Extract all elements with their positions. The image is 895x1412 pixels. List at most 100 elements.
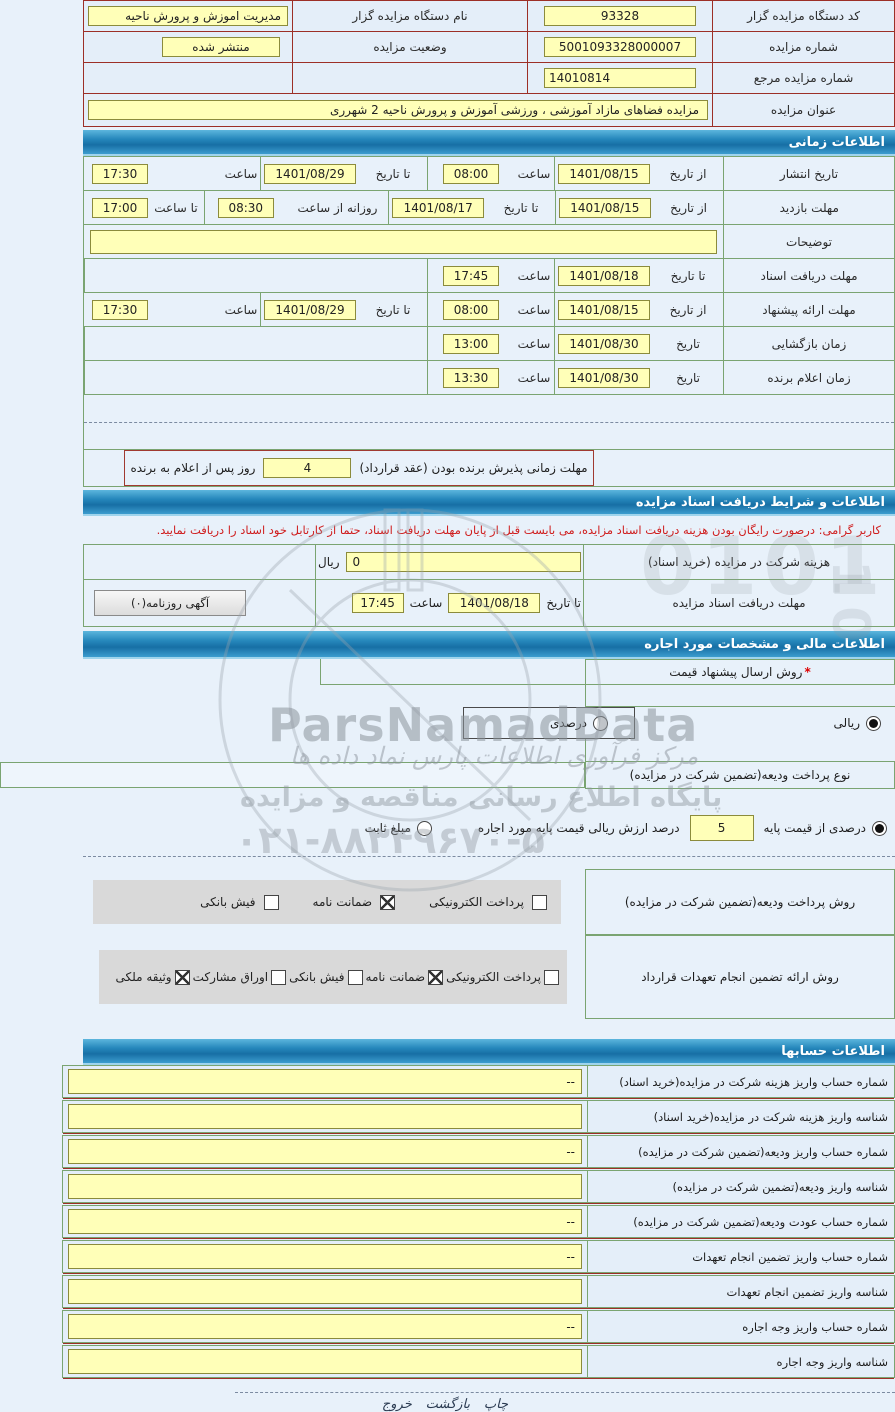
offer-to-date-cell: 1401/08/29 <box>260 293 359 326</box>
publish-to-time-field[interactable]: 17:30 <box>92 163 148 184</box>
account-field[interactable]: -- <box>68 1314 582 1339</box>
section-header-docs: اطلاعات و شرایط دریافت اسناد مزایده <box>83 490 895 516</box>
offer-from-date-field[interactable]: 1401/08/15 <box>558 299 650 320</box>
account-field[interactable] <box>68 1174 582 1199</box>
guarantee-letter-checkbox[interactable] <box>428 969 444 985</box>
electronic-payment-checkbox[interactable] <box>544 969 559 985</box>
ref-no-field[interactable]: 14010814 <box>544 68 696 88</box>
exit-link[interactable]: خروج <box>381 1397 412 1412</box>
rial-radio[interactable] <box>866 715 881 731</box>
percent-label: درصدی <box>549 716 587 730</box>
from-date-label: از تاریخ <box>669 166 707 181</box>
visit-to-date-field[interactable]: 1401/08/17 <box>392 197 485 218</box>
publish-from-date-field[interactable]: 1401/08/15 <box>558 163 650 184</box>
fixed-amount-radio[interactable] <box>416 820 432 836</box>
newspaper-ad-button[interactable]: آگهی روزنامه(۰) <box>94 590 246 616</box>
to-date-label: تا تاریخ <box>546 596 581 610</box>
doc-receive-label: مهلت دریافت اسناد <box>723 259 894 292</box>
spacer-row <box>83 685 895 707</box>
account-field[interactable]: -- <box>68 1244 582 1269</box>
offer-to-time-field[interactable]: 17:30 <box>92 299 148 320</box>
property-collateral-checkbox[interactable] <box>174 969 190 985</box>
offer-from-time-field[interactable]: 08:00 <box>443 299 499 320</box>
participation-bonds-checkbox[interactable] <box>271 969 287 985</box>
doc-receive-date-field[interactable]: 1401/08/18 <box>558 265 650 286</box>
rial-option[interactable]: ریالی <box>727 715 895 731</box>
base-percent-radio[interactable] <box>872 820 887 836</box>
winner-time-field[interactable]: 13:30 <box>443 367 499 388</box>
doc-receive-time-field[interactable]: 17:45 <box>443 265 499 286</box>
doc-deadline-time-field[interactable]: 17:45 <box>351 593 404 613</box>
base-percent-field[interactable]: 5 <box>689 815 754 841</box>
account-row: شماره حساب واریز هزینه شرکت در مزایده(خر… <box>62 1065 895 1099</box>
visit-to-time-field[interactable]: 17:00 <box>92 197 149 218</box>
auction-header-table: کد دستگاه مزایده گزار 93328 نام دستگاه م… <box>83 0 895 127</box>
opening-time-cell: 13:00 <box>427 327 514 360</box>
publish-from-time-field[interactable]: 08:00 <box>443 163 499 184</box>
offer-to-time-cell: 17:30 <box>84 293 222 326</box>
doc-deadline-label: مهلت دریافت اسناد مزایده <box>583 580 894 626</box>
account-label: شماره حساب واریز هزینه شرکت در مزایده(خر… <box>587 1066 894 1097</box>
doc-deadline-date-field[interactable]: 1401/08/18 <box>448 593 541 613</box>
fee-label: هزینه شرکت در مزایده (خرید اسناد) <box>583 545 894 579</box>
fee-field[interactable]: 0 <box>345 552 581 572</box>
accounts-table: شماره حساب واریز هزینه شرکت در مزایده(خر… <box>62 1065 895 1379</box>
winner-date-field[interactable]: 1401/08/30 <box>558 367 650 388</box>
newspaper-cell: آگهی روزنامه(۰) <box>84 580 315 626</box>
bank-receipt-label: فیش بانکی <box>200 895 256 909</box>
account-row: شماره حساب واریز وجه اجاره -- <box>62 1310 895 1344</box>
opening-time-field[interactable]: 13:00 <box>443 333 499 354</box>
bank-receipt-checkbox[interactable] <box>263 894 279 910</box>
deposit-method-label: روش پرداخت ودیعه(تضمین شرکت در مزایده) <box>585 869 895 935</box>
winner-date-cell: 1401/08/30 <box>554 361 653 394</box>
offer-deadline-row: مهلت ارائه پیشنهاد از تاریخ 1401/08/15 س… <box>84 292 894 326</box>
acceptance-deadline-suffix: روز پس از اعلام به برنده <box>130 461 256 475</box>
opening-date-field[interactable]: 1401/08/30 <box>558 333 650 354</box>
doc-deadline-cell: تا تاریخ 1401/08/18 ساعت 17:45 <box>315 580 583 626</box>
deposit-type-field[interactable] <box>0 762 585 788</box>
electronic-payment-label: پرداخت الکترونیکی <box>429 895 524 909</box>
account-field[interactable] <box>68 1279 582 1304</box>
opening-time-row: زمان بازگشایی تاریخ 1401/08/30 ساعت 13:0… <box>84 326 894 360</box>
notes-field[interactable] <box>90 229 717 254</box>
visit-from-time-field[interactable]: 08:30 <box>217 197 274 218</box>
base-percent-option[interactable]: درصدی از قیمت پایه <box>763 820 887 836</box>
hour-label: ساعت <box>517 166 551 181</box>
dashed-divider <box>83 855 895 857</box>
base-percent-label: درصدی از قیمت پایه <box>763 821 866 835</box>
hour-label: ساعت <box>517 302 551 317</box>
device-name-field[interactable]: مدیریت اموزش و پرورش ناحیه <box>88 6 288 26</box>
acceptance-days-field[interactable]: 4 <box>263 458 352 478</box>
account-field[interactable]: -- <box>68 1139 582 1164</box>
account-field[interactable] <box>68 1104 582 1129</box>
empty-cell <box>585 685 895 707</box>
print-link[interactable]: چاپ <box>483 1397 509 1412</box>
account-field[interactable] <box>68 1349 582 1374</box>
rial-label: ریالی <box>833 716 860 730</box>
auction-no-field[interactable]: 5001093328000007 <box>544 37 696 57</box>
account-row: شناسه واریز ودیعه(تضمین شرکت در مزایده) <box>62 1170 895 1204</box>
publish-to-date-field[interactable]: 1401/08/29 <box>264 163 356 184</box>
to-date-label: تا تاریخ <box>670 268 706 283</box>
electronic-payment-label: پرداخت الکترونیکی <box>446 970 541 984</box>
notes-label: توضیحات <box>723 225 894 258</box>
required-asterisk: * <box>804 665 811 679</box>
visit-from-date-cell: 1401/08/15 <box>554 191 654 224</box>
auction-title-field[interactable]: مزایده فضاهای مازاد آموزشی ، ورزشی آموزش… <box>88 100 708 120</box>
back-link[interactable]: بازگشت <box>425 1397 471 1412</box>
device-code-field[interactable]: 93328 <box>544 6 696 26</box>
electronic-payment-checkbox[interactable] <box>532 894 547 910</box>
visit-from-date-field[interactable]: 1401/08/15 <box>558 197 651 218</box>
bank-receipt-checkbox[interactable] <box>347 969 363 985</box>
offer-to-date-field[interactable]: 1401/08/29 <box>264 299 356 320</box>
guarantee-letter-checkbox[interactable] <box>380 894 396 910</box>
account-label: شناسه واریز هزینه شرکت در مزایده(خرید اس… <box>587 1101 894 1132</box>
hour-label: ساعت <box>224 302 258 317</box>
fixed-amount-option[interactable]: مبلغ ثابت <box>365 820 432 836</box>
account-field[interactable]: -- <box>68 1209 582 1234</box>
account-field[interactable]: -- <box>68 1069 582 1094</box>
account-label: شماره حساب واریز ودیعه(تضمین شرکت در مزا… <box>587 1136 894 1167</box>
table-row: شماره مزایده مرجع 14010814 <box>84 62 894 93</box>
percent-radio[interactable] <box>593 715 608 731</box>
percent-option[interactable]: درصدی <box>463 707 635 739</box>
